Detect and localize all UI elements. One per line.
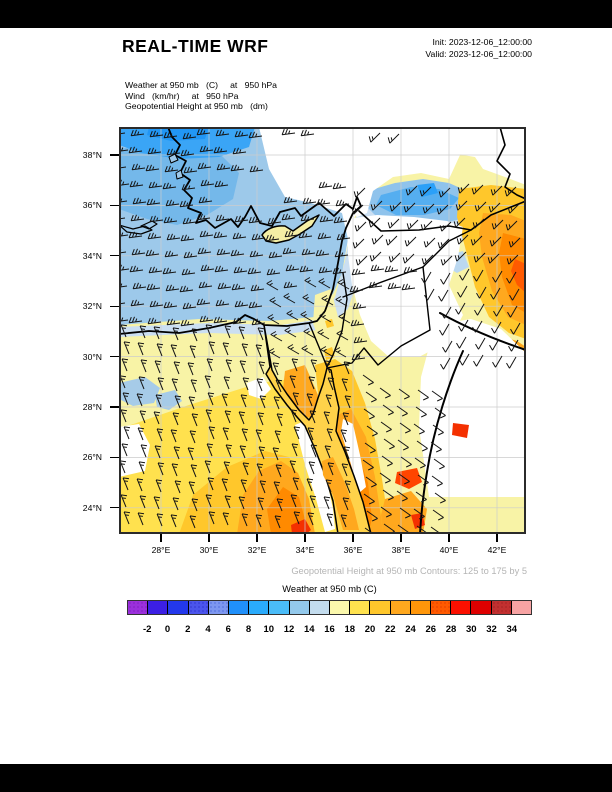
colorbar-tick-label: 14 (303, 624, 315, 635)
lat-tick (110, 507, 119, 509)
colorbar-cell (349, 601, 370, 614)
colorbar-cell (430, 601, 451, 614)
lat-tick (110, 355, 119, 358)
lon-tick (400, 534, 402, 542)
colorbar-tick-label: 28 (445, 624, 457, 635)
colorbar-tick-label: 10 (263, 624, 275, 635)
colorbar-tick-label: 34 (506, 624, 518, 635)
colorbar-tick-label: 6 (225, 624, 231, 635)
lat-axis-label: 36°N (82, 200, 102, 211)
parameter-list: Weather at 950 mb (C) at 950 hPa Wind (k… (125, 80, 277, 112)
colorbar-tick-label: 16 (324, 624, 335, 635)
colorbar-cell (167, 601, 188, 614)
colorbar-cell (128, 601, 148, 614)
lat-axis-label: 30°N (82, 351, 102, 362)
lon-tick (256, 534, 258, 542)
colorbar-tick-label: 2 (185, 624, 191, 635)
lat-axis-label: 26°N (82, 452, 102, 463)
colorbar-cell (268, 601, 289, 614)
colorbar-cell (248, 601, 269, 614)
colorbar-cell (389, 601, 410, 614)
colorbar-cell (207, 601, 229, 614)
contour-note: Geopotential Height at 950 mb Contours: … (291, 566, 527, 576)
lat-tick (110, 456, 119, 459)
lat-tick (110, 406, 119, 408)
colorbar-cell (490, 601, 511, 614)
valid-time: Valid: 2023-12-06_12:00:00 (425, 48, 532, 59)
run-info: Init: 2023-12-06_12:00:00 Valid: 2023-12… (332, 37, 532, 60)
lon-axis-label: 32°E (247, 545, 267, 555)
lat-axis-label: 28°N (82, 402, 102, 412)
colorbar-cell (329, 601, 350, 614)
page-title: REAL-TIME WRF (122, 36, 269, 56)
colorbar-cell (228, 601, 249, 614)
lon-axis-label: 34°E (295, 545, 315, 555)
lon-tick (208, 534, 210, 542)
wind-barb-layer (111, 128, 521, 539)
lon-tick (160, 534, 162, 542)
lon-axis-label: 30°E (199, 545, 219, 555)
colorbar-tick-label: -2 (143, 624, 152, 635)
lon-axis-label: 28°E (151, 545, 171, 555)
temperature-colorbar (127, 600, 532, 615)
colorbar-tick-label: 26 (425, 624, 437, 635)
colorbar-tick-label: 32 (486, 624, 497, 635)
colorbar-cell (450, 601, 471, 614)
lon-tick (304, 534, 306, 542)
lat-axis-label: 34°N (82, 250, 102, 261)
colorbar-cell (147, 601, 168, 614)
lon-tick (496, 534, 498, 542)
colorbar-cell (510, 601, 532, 614)
weather-map (111, 126, 527, 539)
colorbar-tick-label: 22 (384, 624, 396, 635)
lat-axis-label: 38°N (82, 150, 102, 160)
map-container (111, 126, 527, 539)
colorbar-tick-label: 0 (164, 624, 171, 635)
colorbar-tick-label: 30 (465, 624, 477, 635)
colorbar-tick-label: 20 (364, 624, 376, 635)
lat-tick (110, 305, 119, 307)
colorbar-tick-label: 12 (283, 624, 295, 635)
lon-axis-label: 40°E (439, 545, 459, 555)
colorbar-title: Weather at 950 mb (C) (282, 584, 377, 594)
lon-axis-label: 36°E (343, 545, 363, 555)
colorbar-cell (369, 601, 390, 614)
colorbar-cell (409, 601, 431, 614)
lon-axis-label: 38°E (391, 545, 411, 555)
colorbar-tick-label: 8 (245, 624, 252, 635)
lat-axis-label: 24°N (82, 502, 102, 513)
lat-axis-label: 32°N (82, 301, 102, 312)
colorbar-cell (288, 601, 309, 614)
colorbar-cell (187, 601, 208, 614)
init-time: Init: 2023-12-06_12:00:00 (432, 37, 532, 47)
bottom-black-bar (0, 764, 612, 792)
colorbar-cell (308, 601, 330, 614)
colorbar-tick-label: 24 (405, 624, 416, 635)
colorbar-tick-label: 18 (344, 624, 356, 635)
lat-tick (110, 204, 119, 207)
lon-tick (448, 534, 450, 542)
lon-tick (352, 534, 354, 542)
top-black-bar (0, 0, 612, 28)
lat-tick (110, 154, 119, 156)
lat-tick (110, 255, 119, 257)
lon-axis-label: 42°E (487, 545, 507, 555)
colorbar-tick-label: 4 (205, 624, 211, 635)
colorbar-cell (470, 601, 491, 614)
